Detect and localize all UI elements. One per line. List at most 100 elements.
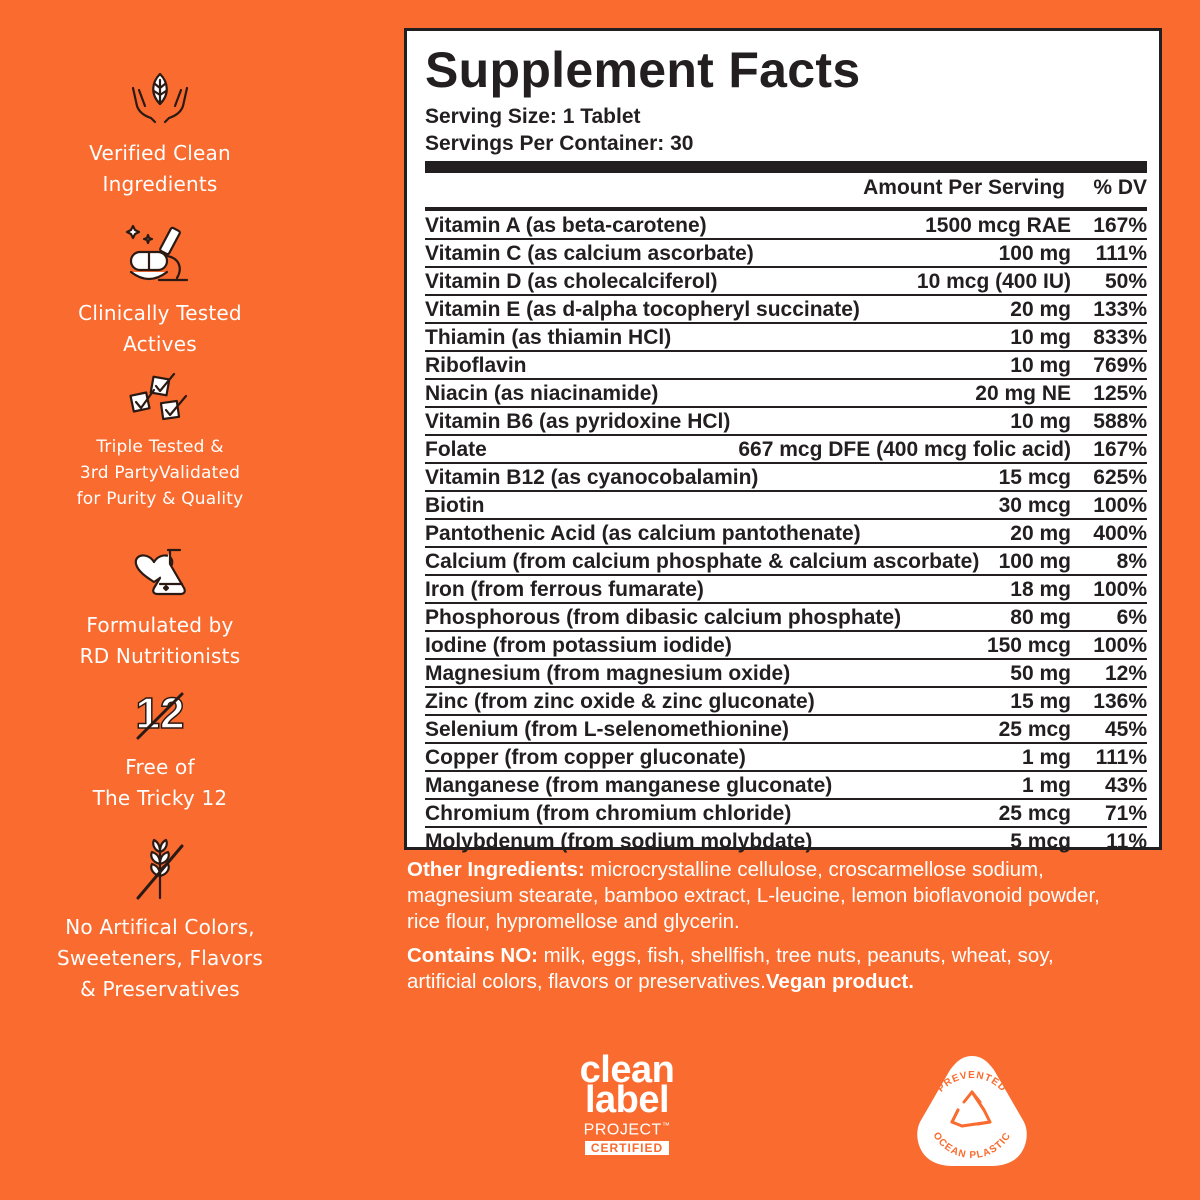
- crossed-12-text: 12: [135, 689, 185, 739]
- fact-row: Magnesium (from magnesium oxide) 50 mg 12%: [425, 660, 1147, 688]
- nutrient-dv: 167%: [1093, 214, 1147, 237]
- nutrient-amount: 50 mg: [1010, 662, 1071, 685]
- other-ingredients-text: rice flour, hypromellose and glycerin.: [407, 910, 740, 933]
- feature-label-line: Actives: [123, 332, 197, 356]
- thick-divider: [425, 161, 1147, 173]
- nutrient-name: Thiamin (as thiamin HCl): [425, 326, 672, 349]
- ocean-plastic-badge: PREVENTED OCEAN PLASTIC: [917, 1056, 1027, 1166]
- crossed-12-icon: 12: [130, 689, 190, 742]
- nutrient-name: Copper (from copper gluconate): [425, 746, 746, 769]
- nutrient-name: Manganese (from manganese gluconate): [425, 774, 833, 797]
- fact-row: Vitamin B12 (as cyanocobalamin) 15 mcg 625…: [425, 464, 1147, 492]
- nutrient-name: Vitamin B12 (as cyanocobalamin): [425, 466, 759, 489]
- nutrient-name: Vitamin D (as cholecalciferol): [425, 270, 718, 293]
- nutrient-amount: 5 mcg: [1010, 830, 1071, 853]
- label-word: label: [584, 1079, 670, 1121]
- other-ingredients: Other Ingredients: microcrystalline cell…: [407, 857, 1167, 935]
- nutrient-dv: 11%: [1106, 830, 1147, 853]
- nutrient-amount: 10 mg: [1010, 410, 1071, 433]
- other-ingredients-text: magnesium stearate, bamboo extract, L-le…: [407, 884, 1100, 907]
- contains-no-text: milk, eggs, fish, shellfish, tree nuts, …: [537, 944, 1054, 967]
- nutrient-name: Riboflavin: [425, 354, 527, 377]
- feature-free-of-tricky-12: 12 Free of The Tricky 12: [40, 689, 280, 814]
- feature-triple-tested: Triple Tested & 3rd PartyValidated for P…: [40, 372, 280, 512]
- contains-no-label: Contains NO:: [407, 944, 538, 967]
- contains-no-text: artificial colors, flavors or preservati…: [407, 970, 766, 993]
- amount-per-serving-header: Amount Per Serving: [863, 176, 1065, 199]
- fact-row: Manganese (from manganese gluconate) 1 mg…: [425, 772, 1147, 800]
- nutrient-amount: 15 mcg: [998, 466, 1071, 489]
- feature-label-line: Sweeteners, Flavors: [57, 946, 263, 970]
- nutrient-name: Vitamin C (as calcium ascorbate): [425, 242, 754, 265]
- fact-row: Niacin (as niacinamide) 20 mg NE 125%: [425, 380, 1147, 408]
- nutrient-amount: 20 mg: [1010, 522, 1071, 545]
- feature-formulated-by: Formulated by RD Nutritionists: [40, 540, 280, 672]
- nutrient-name: Iodine (from potassium iodide): [425, 634, 732, 657]
- badge-shape: [917, 1056, 1027, 1166]
- feature-label: Verified Clean Ingredients: [40, 138, 280, 200]
- feature-label-line: The Tricky 12: [92, 786, 228, 810]
- certified-word: CERTIFIED: [584, 1141, 670, 1156]
- hands-leaf-icon: [131, 72, 189, 124]
- fact-row: Molybdenum (from sodium molybdate) 5 mcg 1…: [425, 828, 1147, 854]
- fact-row: Folate 667 mcg DFE (400 mcg folic acid) 16…: [425, 436, 1147, 464]
- feature-label: Free of The Tricky 12: [40, 752, 280, 814]
- nutrient-dv: 588%: [1093, 410, 1147, 433]
- nutrient-dv: 100%: [1093, 494, 1147, 517]
- nutrient-name: Molybdenum (from sodium molybdate): [425, 830, 813, 853]
- other-ingredients-label: Other Ingredients:: [407, 858, 585, 881]
- feature-label-line: & Preservatives: [80, 977, 240, 1001]
- clean-word: clean: [579, 1049, 675, 1091]
- nutrient-name: Niacin (as niacinamide): [425, 382, 659, 405]
- nutrient-name: Zinc (from zinc oxide & zinc gluconate): [425, 690, 815, 713]
- nutrient-amount: 1 mg: [1021, 774, 1071, 797]
- nutrient-dv: 71%: [1104, 802, 1147, 825]
- fact-row: Vitamin A (as beta-carotene) 1500 mcg RAE…: [425, 212, 1147, 240]
- nutrient-name: Pantothenic Acid (as calcium pantothenat…: [425, 522, 861, 545]
- fact-row: Pantothenic Acid (as calcium pantothenat…: [425, 520, 1147, 548]
- feature-no-artificial: No Artifical Colors, Sweeteners, Flavors…: [40, 838, 280, 1005]
- feature-label-line: for Purity & Quality: [76, 489, 244, 509]
- feature-label-line: Formulated by: [86, 613, 234, 637]
- feature-label: Triple Tested & 3rd PartyValidated for P…: [40, 434, 280, 512]
- nutrient-amount: 150 mcg: [986, 634, 1071, 657]
- fact-row: Vitamin E (as d-alpha tocopheryl succina…: [425, 296, 1147, 324]
- nutrient-name: Vitamin B6 (as pyridoxine HCl): [425, 410, 731, 433]
- feature-label-line: No Artifical Colors,: [65, 915, 255, 939]
- feature-label-line: RD Nutritionists: [79, 644, 241, 668]
- feature-clinically-tested: Clinically Tested Actives: [40, 222, 280, 360]
- header-divider: [425, 207, 1147, 211]
- feature-label-line: Verified Clean: [89, 141, 231, 165]
- nutrient-dv: 111%: [1095, 746, 1147, 769]
- nutrient-amount: 667 mcg DFE (400 mcg folic acid): [738, 438, 1071, 461]
- servings-per-container: Servings Per Container: 30: [425, 132, 694, 155]
- nutrient-dv: 100%: [1093, 578, 1147, 601]
- feature-label: Clinically Tested Actives: [40, 298, 280, 360]
- nutrient-name: Folate: [425, 438, 487, 461]
- microscope-pill-icon: [125, 224, 189, 282]
- nutrient-name: Biotin: [425, 494, 485, 517]
- nutrient-amount: 1 mg: [1021, 746, 1071, 769]
- fact-row: Copper (from copper gluconate) 1 mg 111%: [425, 744, 1147, 772]
- nutrient-dv: 833%: [1093, 326, 1147, 349]
- nutrient-dv: 136%: [1093, 690, 1147, 713]
- nutrient-amount: 10 mg: [1010, 354, 1071, 377]
- nutrient-dv: 50%: [1104, 270, 1147, 293]
- nutrient-amount: 100 mg: [998, 242, 1071, 265]
- nutrient-dv: 12%: [1104, 662, 1147, 685]
- fact-row: Iodine (from potassium iodide) 150 mcg 100…: [425, 632, 1147, 660]
- nutrient-name: Vitamin A (as beta-carotene): [425, 214, 707, 237]
- nutrient-amount: 18 mg: [1010, 578, 1071, 601]
- nutrient-amount: 25 mcg: [998, 802, 1071, 825]
- nutrient-dv: 769%: [1093, 354, 1147, 377]
- fact-row: Vitamin D (as cholecalciferol) 10 mcg (40…: [425, 268, 1147, 296]
- nutrient-name: Iron (from ferrous fumarate): [425, 578, 704, 601]
- project-word: PROJECT™: [568, 1117, 686, 1139]
- fact-row: Selenium (from L-selenomethionine) 25 mcg…: [425, 716, 1147, 744]
- feature-label-line: 3rd PartyValidated: [79, 463, 241, 483]
- nutrient-dv: 133%: [1093, 298, 1147, 321]
- trademark: ™: [661, 1121, 671, 1130]
- nutrient-dv: 400%: [1093, 522, 1147, 545]
- feature-label-line: Ingredients: [102, 172, 218, 196]
- nutrient-amount: 20 mg: [1010, 298, 1071, 321]
